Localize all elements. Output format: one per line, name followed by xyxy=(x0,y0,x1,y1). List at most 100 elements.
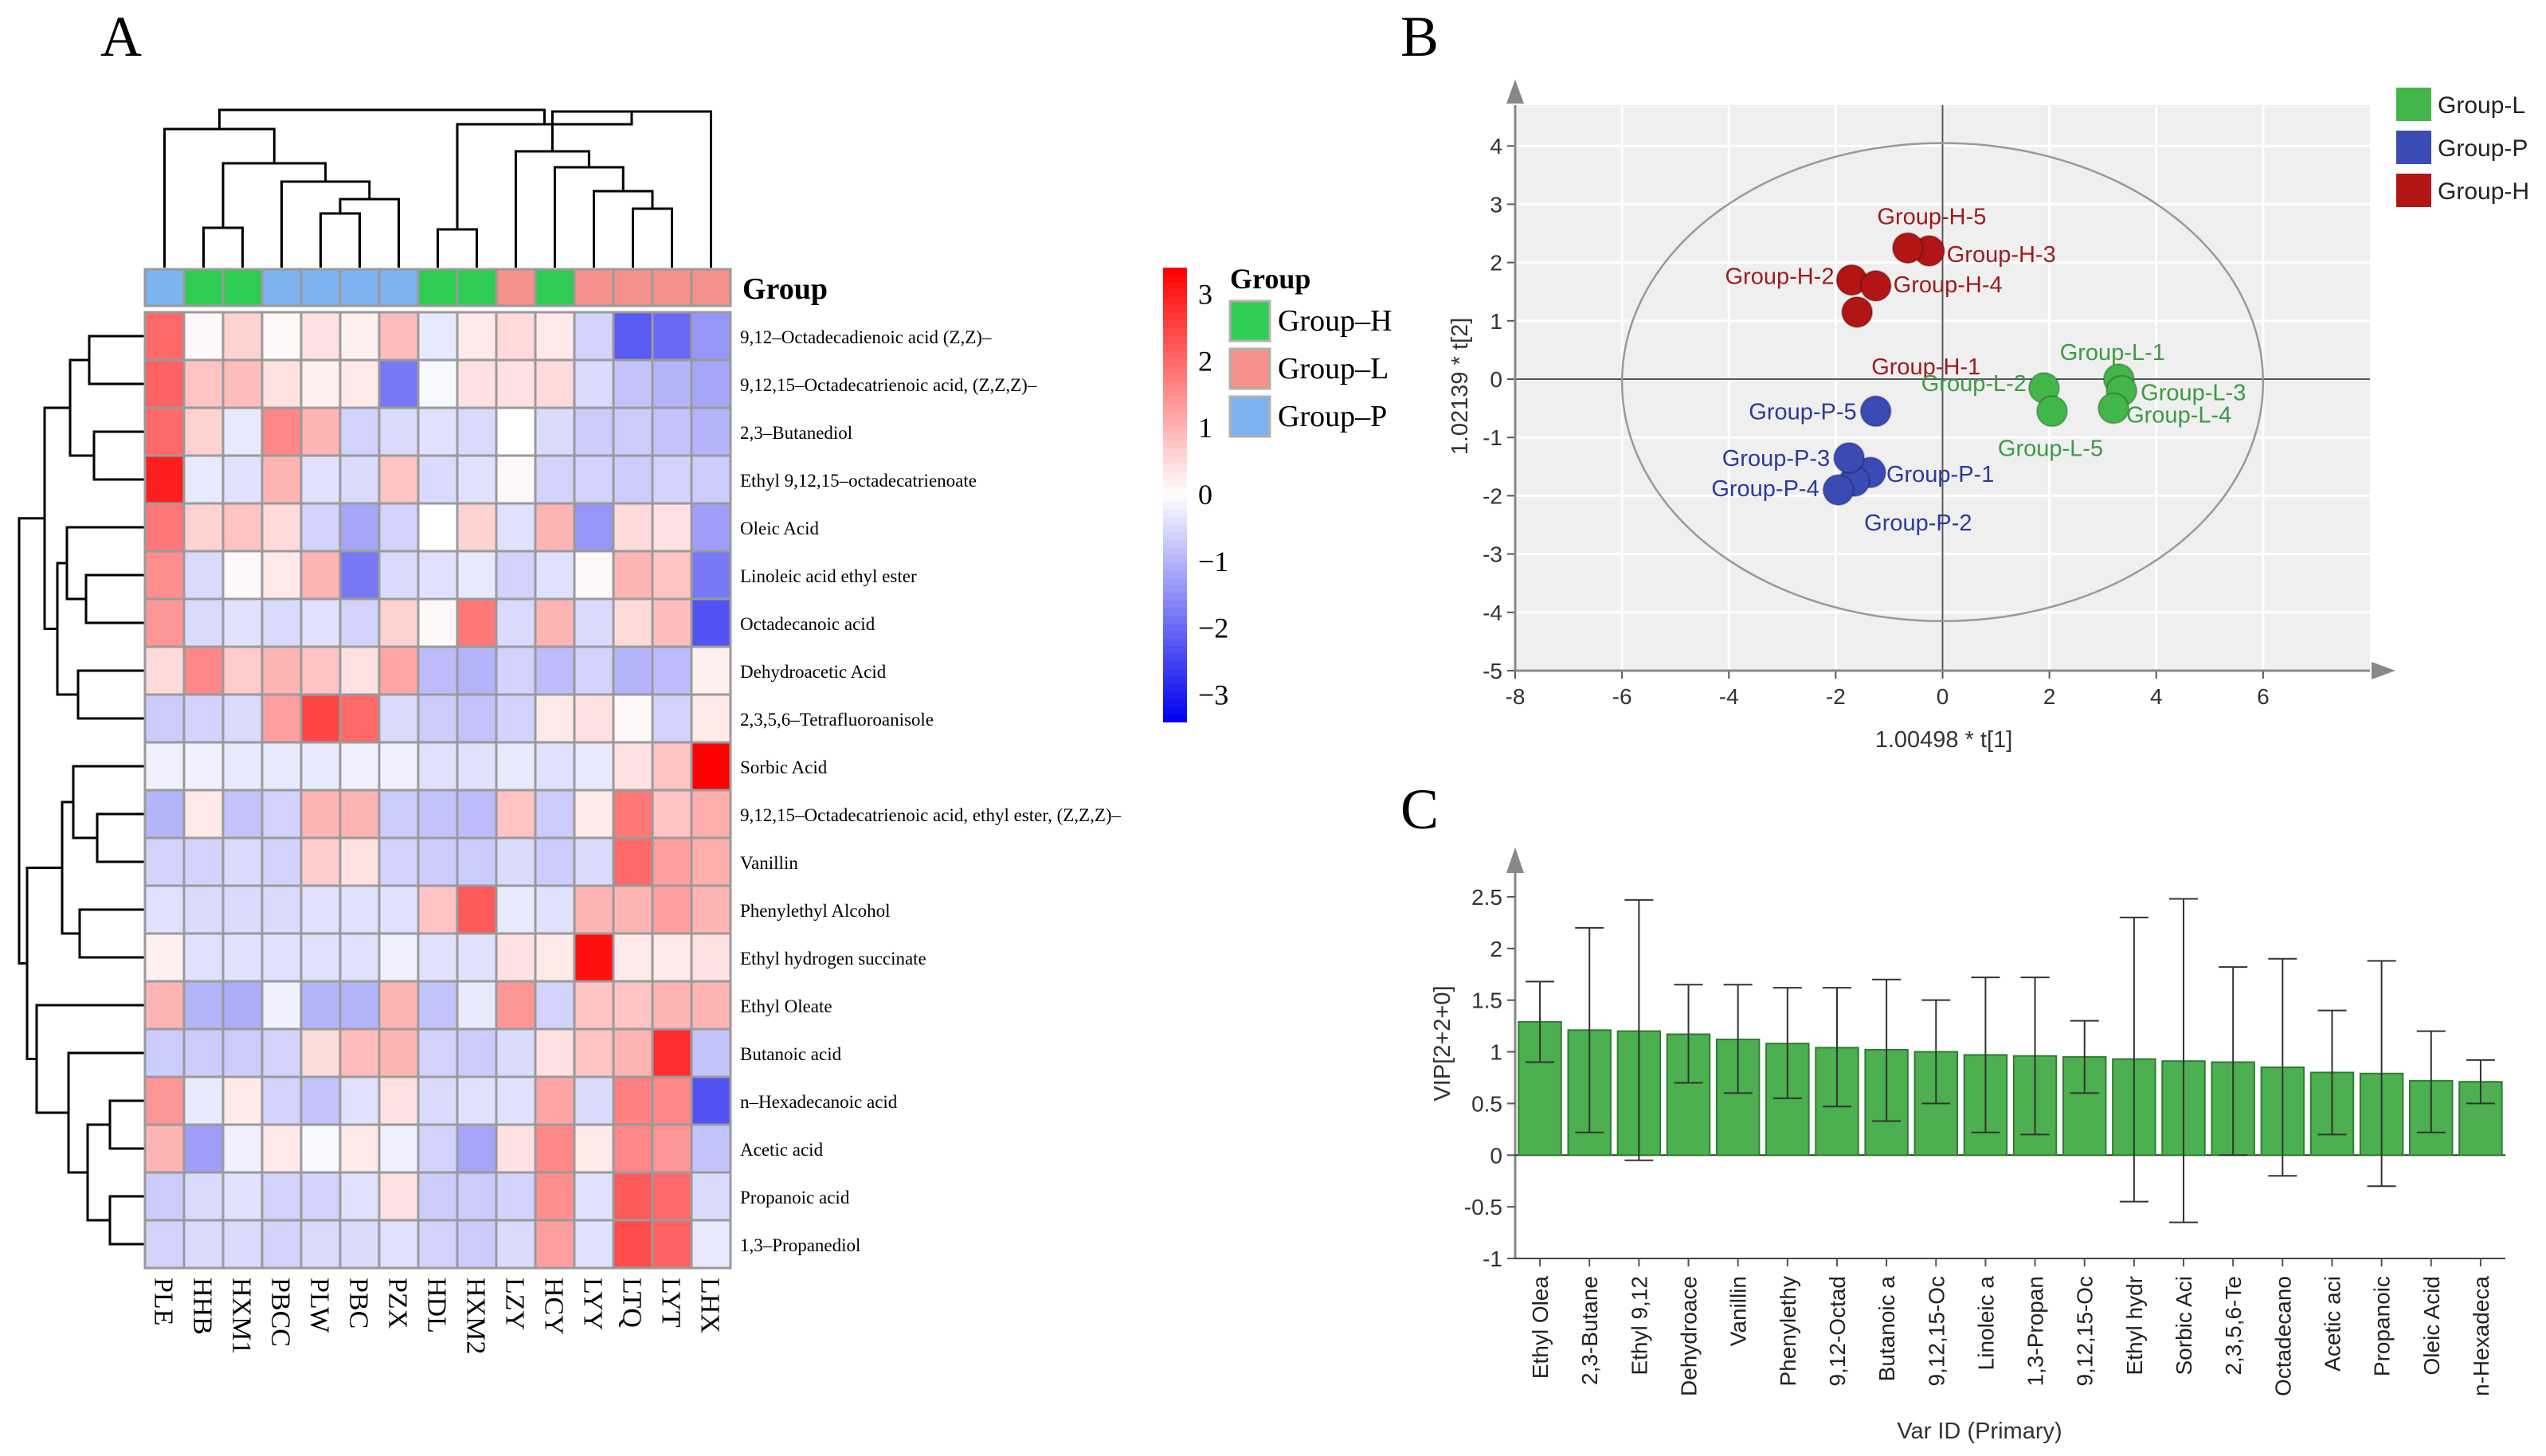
heatmap-cell xyxy=(339,1027,381,1078)
heatmap-cell xyxy=(573,550,615,601)
heatmap-cell xyxy=(221,406,264,457)
heatmap-cell xyxy=(182,1123,225,1174)
legend-label: Group-P xyxy=(2438,135,2528,162)
x-tick-label: -6 xyxy=(1612,684,1632,709)
heatmap-cell xyxy=(612,741,654,792)
column-dendrogram xyxy=(554,166,625,268)
heatmap-cell xyxy=(378,597,420,648)
heatmap-cell xyxy=(495,502,537,553)
heatmap-cell xyxy=(260,1171,303,1222)
heatmap-cell xyxy=(300,645,342,696)
color-scale-tick: 1 xyxy=(1198,412,1212,444)
heatmap-cell xyxy=(651,1027,693,1078)
heatmap-cell xyxy=(182,741,225,792)
heatmap-cell xyxy=(690,1123,732,1174)
heatmap-cell xyxy=(221,358,264,409)
heatmap-cell xyxy=(260,645,303,696)
heatmap-column-label: HHB xyxy=(188,1278,217,1335)
color-scale-segment xyxy=(1163,706,1187,715)
color-scale-tick: −1 xyxy=(1198,546,1228,577)
heatmap-cell xyxy=(651,358,693,409)
x-tick-label: Propanoic xyxy=(2370,1276,2395,1376)
heatmap-cell xyxy=(182,884,225,935)
heatmap-row-label: Ethyl 9,12,15–octadecatrienoate xyxy=(740,471,977,491)
heatmap-cell xyxy=(690,550,732,601)
color-scale-segment xyxy=(1163,449,1187,458)
heatmap-cell xyxy=(612,1219,654,1270)
heatmap-cell xyxy=(495,645,537,696)
group-bar-cell xyxy=(573,268,615,307)
heatmap-cell xyxy=(612,884,654,935)
heatmap-cells xyxy=(143,311,732,1270)
score-point-label: Group-P-2 xyxy=(1864,511,1972,536)
heatmap-cell xyxy=(260,1027,303,1078)
heatmap-cell xyxy=(339,645,381,696)
score-point xyxy=(1859,395,1892,428)
heatmap-cell xyxy=(651,1219,693,1270)
heatmap-cell xyxy=(534,1027,576,1078)
heatmap-cell xyxy=(143,1123,186,1174)
y-tick-label: 4 xyxy=(1490,134,1502,159)
heatmap-cell xyxy=(260,1219,303,1270)
heatmap-row-label: Sorbic Acid xyxy=(740,757,828,777)
heatmap-cell xyxy=(143,406,186,457)
heatmap-cell xyxy=(456,980,498,1031)
color-scale-tick: 2 xyxy=(1198,345,1212,377)
score-point-label: Group-P-1 xyxy=(1886,462,1994,487)
row-dendrogram xyxy=(65,526,145,601)
heatmap-column-labels: PLE HHB HXM1 PBCC PLW PBC PZX HDL HXM2 LZY HCY LYY L… xyxy=(149,1278,725,1354)
color-scale-segment xyxy=(1163,479,1187,488)
heatmap-cell xyxy=(573,1075,615,1126)
heatmap-cell xyxy=(417,836,459,887)
heatmap-cell xyxy=(690,358,732,409)
heatmap-cell xyxy=(612,693,654,744)
score-point xyxy=(1891,232,1924,264)
heatmap-cell xyxy=(534,1123,576,1174)
heatmap-row-label: Butanoic acid xyxy=(740,1044,842,1064)
score-point-label: Group-L-1 xyxy=(2060,340,2165,366)
legend-swatch xyxy=(1228,347,1271,390)
heatmap-cell xyxy=(143,358,186,409)
score-plot-x-label: 1.00498 * t[1] xyxy=(1875,727,2013,753)
heatmap-cell xyxy=(300,836,342,887)
heatmap-row-label: Octadecanoic acid xyxy=(740,614,875,634)
column-dendrogram xyxy=(437,228,478,268)
heatmap-cell xyxy=(221,1123,264,1174)
heatmap-cell xyxy=(534,406,576,457)
heatmap-cell xyxy=(221,836,264,887)
heatmap-cell xyxy=(339,789,381,840)
heatmap-cell xyxy=(417,406,459,457)
heatmap-cell xyxy=(573,836,615,887)
heatmap-cell xyxy=(456,311,498,362)
y-tick-label: -4 xyxy=(1483,601,1502,625)
color-scale-segment xyxy=(1163,502,1187,511)
color-scale-segment xyxy=(1163,616,1187,624)
heatmap-cell xyxy=(300,741,342,792)
x-tick-label: Acetic aci xyxy=(2320,1276,2344,1372)
heatmap-cell xyxy=(221,1027,264,1078)
heatmap-cell xyxy=(378,1075,420,1126)
heatmap-cell xyxy=(534,358,576,409)
color-scale-segment xyxy=(1163,593,1187,601)
score-plot-area: -8 -6 -4 -2 0 2 4 643210-1-2-3-4-5Group-H-1Grou… xyxy=(1483,80,2395,709)
heatmap-cell xyxy=(339,836,381,887)
heatmap-cell xyxy=(300,1027,342,1078)
legend-label: Group–P xyxy=(1278,400,1387,433)
heatmap-cell xyxy=(260,1075,303,1126)
heatmap-cell xyxy=(378,406,420,457)
heatmap-cell xyxy=(456,550,498,601)
color-scale-segment xyxy=(1163,517,1187,526)
y-tick-label: 3 xyxy=(1490,192,1502,217)
heatmap-cell xyxy=(143,1075,186,1126)
heatmap-cell xyxy=(573,502,615,553)
heatmap-cell xyxy=(456,1123,498,1174)
heatmap-cell xyxy=(378,693,420,744)
heatmap-cell xyxy=(417,597,459,648)
heatmap-cell xyxy=(143,597,186,648)
heatmap-cell xyxy=(573,1123,615,1174)
group-bar-cell xyxy=(300,268,342,307)
heatmap-cell xyxy=(534,1171,576,1222)
heatmap-column-label: PBC xyxy=(344,1278,374,1329)
x-tick-label: Ethyl 9,12 xyxy=(1627,1276,1651,1376)
